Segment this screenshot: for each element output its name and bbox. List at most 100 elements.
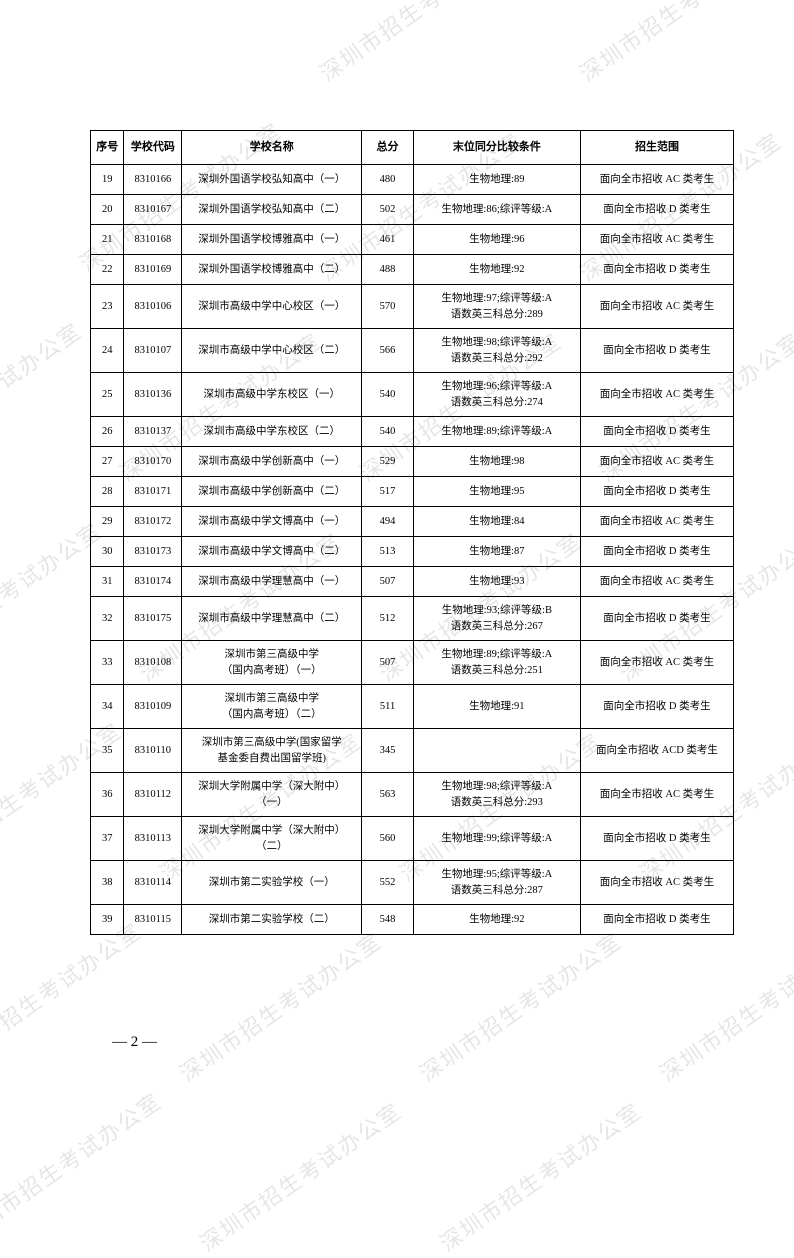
cell-seq: 37 — [91, 817, 124, 861]
cell-seq: 30 — [91, 537, 124, 567]
cell-cond: 生物地理:98 — [413, 447, 580, 477]
admissions-table: 序号 学校代码 学校名称 总分 末位同分比较条件 招生范围 198310166深… — [90, 130, 734, 935]
header-score: 总分 — [362, 131, 413, 165]
cell-name: 深圳市第三高级中学（国内高考班）（二） — [182, 685, 362, 729]
cell-name: 深圳市高级中学理慧高中（二） — [182, 597, 362, 641]
table-row: 318310174深圳市高级中学理慧高中（一）507生物地理:93面向全市招收 … — [91, 567, 734, 597]
cell-scope: 面向全市招收 D 类考生 — [580, 255, 733, 285]
table-row: 338310108深圳市第三高级中学（国内高考班）（一）507生物地理:89;综… — [91, 641, 734, 685]
cell-seq: 28 — [91, 477, 124, 507]
cell-name: 深圳市高级中学理慧高中（一） — [182, 567, 362, 597]
cell-scope: 面向全市招收 D 类考生 — [580, 417, 733, 447]
cell-score: 502 — [362, 195, 413, 225]
cell-cond: 生物地理:98;综评等级:A语数英三科总分:293 — [413, 773, 580, 817]
cell-code: 8310114 — [124, 861, 182, 905]
cell-seq: 25 — [91, 373, 124, 417]
cell-score: 511 — [362, 685, 413, 729]
cell-cond: 生物地理:92 — [413, 905, 580, 935]
table-row: 218310168深圳外国语学校博雅高中（一）461生物地理:96面向全市招收 … — [91, 225, 734, 255]
cell-score: 513 — [362, 537, 413, 567]
cell-score: 512 — [362, 597, 413, 641]
table-row: 328310175深圳市高级中学理慧高中（二）512生物地理:93;综评等级:B… — [91, 597, 734, 641]
table-row: 348310109深圳市第三高级中学（国内高考班）（二）511生物地理:91面向… — [91, 685, 734, 729]
table-row: 368310112深圳大学附属中学（深大附中）（一）563生物地理:98;综评等… — [91, 773, 734, 817]
cell-code: 8310106 — [124, 285, 182, 329]
cell-score: 563 — [362, 773, 413, 817]
cell-name: 深圳市第二实验学校（二） — [182, 905, 362, 935]
table-row: 278310170深圳市高级中学创新高中（一）529生物地理:98面向全市招收 … — [91, 447, 734, 477]
cell-cond: 生物地理:92 — [413, 255, 580, 285]
table-row: 208310167深圳外国语学校弘知高中（二）502生物地理:86;综评等级:A… — [91, 195, 734, 225]
cell-code: 8310174 — [124, 567, 182, 597]
cell-scope: 面向全市招收 D 类考生 — [580, 817, 733, 861]
watermark-text: 深圳市招生考试办公室 — [433, 1094, 648, 1258]
cell-cond: 生物地理:93;综评等级:B语数英三科总分:267 — [413, 597, 580, 641]
cell-score: 552 — [362, 861, 413, 905]
table-row: 358310110深圳市第三高级中学(国家留学基金委自费出国留学班)345 面向全… — [91, 729, 734, 773]
cell-cond: 生物地理:99;综评等级:A — [413, 817, 580, 861]
cell-name: 深圳外国语学校弘知高中（一） — [182, 165, 362, 195]
cell-scope: 面向全市招收 AC 类考生 — [580, 773, 733, 817]
cell-seq: 34 — [91, 685, 124, 729]
cell-name: 深圳市第三高级中学（国内高考班）（一） — [182, 641, 362, 685]
cell-scope: 面向全市招收 D 类考生 — [580, 537, 733, 567]
cell-seq: 38 — [91, 861, 124, 905]
watermark-text: 深圳市招生考试办公室 — [173, 924, 388, 1088]
table-row: 238310106深圳市高级中学中心校区（一）570生物地理:97;综评等级:A… — [91, 285, 734, 329]
cell-seq: 33 — [91, 641, 124, 685]
cell-code: 8310168 — [124, 225, 182, 255]
page-content: 序号 学校代码 学校名称 总分 末位同分比较条件 招生范围 198310166深… — [90, 130, 734, 935]
table-row: 378310113深圳大学附属中学（深大附中）（二）560生物地理:99;综评等… — [91, 817, 734, 861]
cell-score: 560 — [362, 817, 413, 861]
header-scope: 招生范围 — [580, 131, 733, 165]
cell-code: 8310115 — [124, 905, 182, 935]
cell-score: 345 — [362, 729, 413, 773]
cell-seq: 22 — [91, 255, 124, 285]
cell-cond: 生物地理:87 — [413, 537, 580, 567]
cell-cond: 生物地理:93 — [413, 567, 580, 597]
cell-scope: 面向全市招收 D 类考生 — [580, 329, 733, 373]
table-row: 398310115深圳市第二实验学校（二）548生物地理:92面向全市招收 D … — [91, 905, 734, 935]
cell-seq: 23 — [91, 285, 124, 329]
cell-seq: 35 — [91, 729, 124, 773]
cell-scope: 面向全市招收 D 类考生 — [580, 905, 733, 935]
watermark-text: 深圳市招生考试办公室 — [313, 0, 528, 88]
cell-seq: 24 — [91, 329, 124, 373]
cell-score: 548 — [362, 905, 413, 935]
cell-scope: 面向全市招收 D 类考生 — [580, 477, 733, 507]
watermark-text: 深圳市招生考试办公室 — [0, 1084, 167, 1248]
cell-scope: 面向全市招收 D 类考生 — [580, 685, 733, 729]
table-row: 308310173深圳市高级中学文博高中（二）513生物地理:87面向全市招收 … — [91, 537, 734, 567]
table-row: 268310137深圳市高级中学东校区（二）540生物地理:89;综评等级:A面… — [91, 417, 734, 447]
cell-cond: 生物地理:86;综评等级:A — [413, 195, 580, 225]
header-seq: 序号 — [91, 131, 124, 165]
cell-cond: 生物地理:89;综评等级:A — [413, 417, 580, 447]
cell-name: 深圳市高级中学文博高中（一） — [182, 507, 362, 537]
watermark-text: 深圳市招生考试办公室 — [0, 314, 87, 478]
cell-seq: 19 — [91, 165, 124, 195]
cell-name: 深圳市第三高级中学(国家留学基金委自费出国留学班) — [182, 729, 362, 773]
cell-score: 488 — [362, 255, 413, 285]
cell-score: 529 — [362, 447, 413, 477]
cell-score: 540 — [362, 373, 413, 417]
cell-code: 8310175 — [124, 597, 182, 641]
cell-code: 8310136 — [124, 373, 182, 417]
cell-scope: 面向全市招收 ACD 类考生 — [580, 729, 733, 773]
cell-name: 深圳市高级中学中心校区（一） — [182, 285, 362, 329]
cell-cond: 生物地理:96;综评等级:A语数英三科总分:274 — [413, 373, 580, 417]
table-row: 198310166深圳外国语学校弘知高中（一）480生物地理:89面向全市招收 … — [91, 165, 734, 195]
cell-cond: 生物地理:95;综评等级:A语数英三科总分:287 — [413, 861, 580, 905]
cell-code: 8310113 — [124, 817, 182, 861]
cell-scope: 面向全市招收 AC 类考生 — [580, 165, 733, 195]
cell-code: 8310108 — [124, 641, 182, 685]
table-row: 228310169深圳外国语学校博雅高中（二）488生物地理:92面向全市招收 … — [91, 255, 734, 285]
cell-score: 507 — [362, 567, 413, 597]
cell-cond: 生物地理:96 — [413, 225, 580, 255]
cell-scope: 面向全市招收 AC 类考生 — [580, 861, 733, 905]
cell-score: 507 — [362, 641, 413, 685]
cell-seq: 21 — [91, 225, 124, 255]
cell-code: 8310170 — [124, 447, 182, 477]
cell-code: 8310167 — [124, 195, 182, 225]
cell-code: 8310110 — [124, 729, 182, 773]
cell-scope: 面向全市招收 AC 类考生 — [580, 641, 733, 685]
